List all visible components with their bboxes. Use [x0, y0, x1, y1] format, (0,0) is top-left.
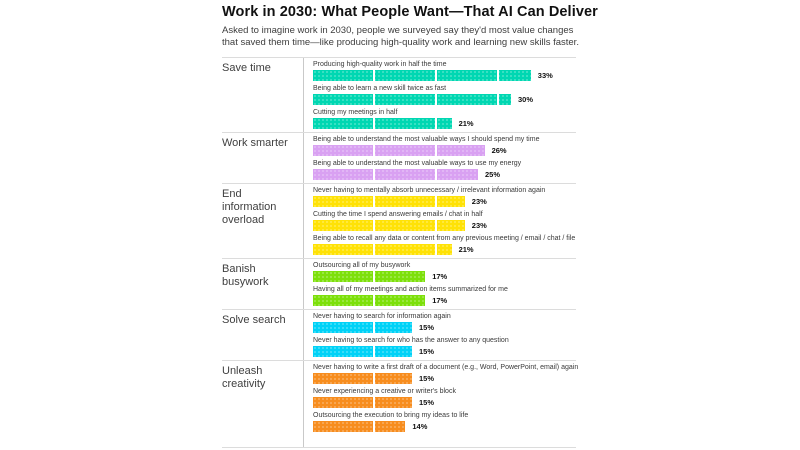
bar-value: 14% [412, 422, 428, 431]
bar [313, 397, 412, 408]
bar-row: 17% [313, 271, 576, 282]
bar-item: Being able to understand the most valuab… [313, 159, 576, 180]
bar-value: 21% [458, 245, 474, 254]
bar-item: Outsourcing the execution to bring my id… [313, 411, 576, 432]
bar-value: 21% [458, 119, 474, 128]
bar-row: 21% [313, 244, 576, 255]
bar-label: Being able to recall any data or content… [313, 235, 576, 242]
bar-label: Never having to write a first draft of a… [313, 364, 579, 371]
bar-row: 14% [313, 421, 576, 432]
section-items: Never having to search for information a… [303, 310, 576, 360]
bar-label: Outsourcing the execution to bring my id… [313, 412, 469, 419]
bar-value: 17% [432, 296, 448, 305]
bar-row: 33% [313, 70, 576, 81]
bar-label: Being able to understand the most valuab… [313, 136, 540, 143]
bar-item: Being able to understand the most valuab… [313, 135, 576, 156]
bar-label: Cutting my meetings in half [313, 109, 398, 116]
bar-row: 26% [313, 145, 576, 156]
chart-subtitle: Asked to imagine work in 2030, people we… [222, 25, 579, 48]
page-title: Work in 2030: What People Want—That AI C… [222, 4, 598, 20]
bar [313, 271, 426, 282]
bar-chart: Save time Producing high-quality work in … [222, 57, 579, 448]
bar-value: 23% [471, 197, 487, 206]
section-solve-search: Solve search Never having to search for i… [222, 310, 576, 361]
bar [313, 421, 406, 432]
section-items: Being able to understand the most valuab… [303, 133, 576, 183]
section-items: Producing high-quality work in half the … [303, 58, 576, 132]
bar-item: Producing high-quality work in half the … [313, 60, 576, 81]
bar [313, 70, 531, 81]
bar-row: 15% [313, 373, 576, 384]
category-label: Banish busywork [222, 263, 269, 288]
bar-row: 21% [313, 118, 576, 129]
section-items: Never having to write a first draft of a… [303, 361, 579, 447]
bar-item: Having all of my meetings and action ite… [313, 285, 576, 306]
bar-item: Cutting the time I spend answering email… [313, 210, 576, 231]
bar-value: 15% [419, 347, 435, 356]
bar [313, 220, 465, 231]
bar-row: 30% [313, 94, 576, 105]
bar-row: 15% [313, 397, 576, 408]
bar-value: 17% [432, 272, 448, 281]
bar [313, 169, 478, 180]
section-items: Never having to mentally absorb unnecess… [303, 184, 576, 258]
bar-label: Outsourcing all of my busywork [313, 262, 411, 269]
bar-item: Never having to search for information a… [313, 312, 576, 333]
bar-label: Never experiencing a creative or writer'… [313, 388, 456, 395]
bar-item: Being able to recall any data or content… [313, 234, 576, 255]
bar [313, 295, 426, 306]
bar-item: Never experiencing a creative or writer'… [313, 387, 576, 408]
bar-value: 15% [419, 398, 435, 407]
category-label: End information overload [222, 188, 277, 226]
bar-label: Never having to mentally absorb unnecess… [313, 187, 546, 194]
bar-row: 15% [313, 322, 576, 333]
section-work-smarter: Work smarter Being able to understand the… [222, 133, 576, 184]
bar-label: Being able to understand the most valuab… [313, 160, 522, 167]
category-label: Unleash creativity [222, 365, 266, 390]
bar [313, 94, 511, 105]
bar [313, 373, 412, 384]
bar-value: 30% [518, 95, 534, 104]
bar-value: 33% [537, 71, 553, 80]
bar-item: Being able to learn a new skill twice as… [313, 84, 576, 105]
category-label: Work smarter [222, 137, 288, 149]
bar-item: Never having to search for who has the a… [313, 336, 576, 357]
bar-item: Never having to write a first draft of a… [313, 363, 579, 384]
section-items: Outsourcing all of my busywork 17% Having … [303, 259, 576, 309]
section-save-time: Save time Producing high-quality work in … [222, 58, 576, 133]
chart-sections: Save time Producing high-quality work in … [222, 58, 579, 448]
bar-row: 23% [313, 196, 576, 207]
bar [313, 118, 452, 129]
section-unleash-creativity: Unleash creativity Never having to write … [222, 361, 579, 448]
bar-row: 25% [313, 169, 576, 180]
bar [313, 145, 485, 156]
bar-value: 15% [419, 323, 435, 332]
bar [313, 196, 465, 207]
bar-label: Cutting the time I spend answering email… [313, 211, 483, 218]
bar-value: 15% [419, 374, 435, 383]
category-label: Save time [222, 62, 271, 74]
bar-value: 23% [471, 221, 487, 230]
bar-value: 26% [491, 146, 507, 155]
bar-item: Cutting my meetings in half 21% [313, 108, 576, 129]
bar-row: 23% [313, 220, 576, 231]
bar-label: Producing high-quality work in half the … [313, 61, 447, 68]
bar-item: Outsourcing all of my busywork 17% [313, 261, 576, 282]
bar-label: Being able to learn a new skill twice as… [313, 85, 447, 92]
bar [313, 322, 412, 333]
section-banish-busywork: Banish busywork Outsourcing all of my bus… [222, 259, 576, 310]
bar-label: Never having to search for who has the a… [313, 337, 509, 344]
bar-row: 17% [313, 295, 576, 306]
bar-item: Never having to mentally absorb unnecess… [313, 186, 576, 207]
bar-label: Having all of my meetings and action ite… [313, 286, 508, 293]
category-label: Solve search [222, 314, 286, 326]
section-end-information-overload: End information overload Never having to … [222, 184, 576, 259]
bar-row: 15% [313, 346, 576, 357]
bar-label: Never having to search for information a… [313, 313, 451, 320]
bar [313, 346, 412, 357]
bar-value: 25% [485, 170, 501, 179]
bar [313, 244, 452, 255]
